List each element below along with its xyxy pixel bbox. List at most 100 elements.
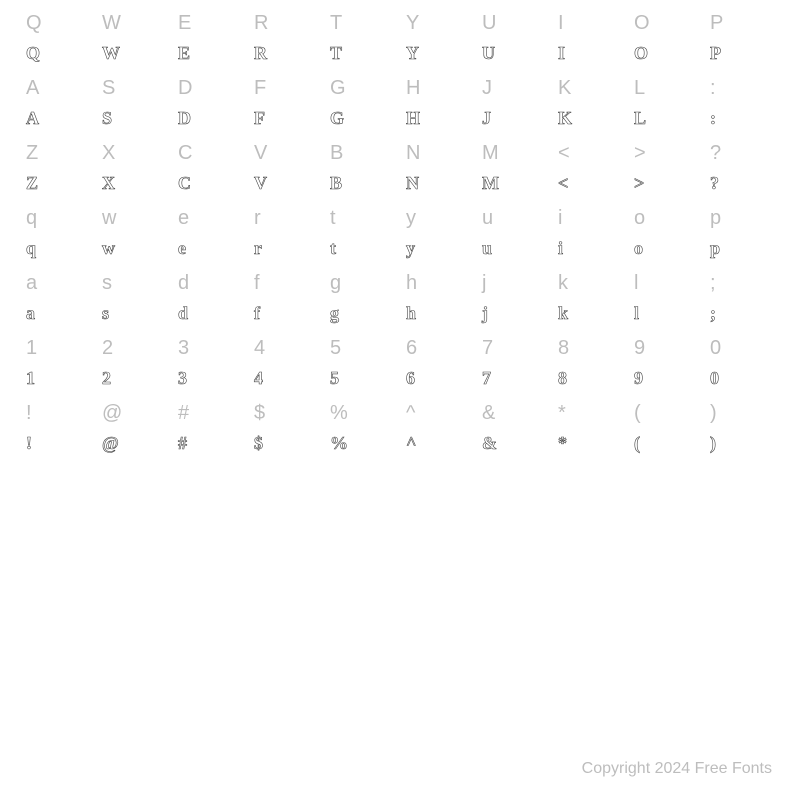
label-cell: 9 — [628, 333, 704, 363]
glyph-cell: L — [628, 103, 704, 133]
glyph-cell: D — [172, 103, 248, 133]
font-glyph: g — [330, 303, 339, 324]
font-glyph: K — [558, 108, 572, 129]
keyboard-label: w — [102, 207, 116, 230]
glyph-cell: 7 — [476, 363, 552, 393]
label-cell: t — [324, 203, 400, 233]
label-cell: W — [96, 8, 172, 38]
keyboard-label: u — [482, 207, 493, 230]
label-cell: 2 — [96, 333, 172, 363]
font-glyph: : — [710, 108, 716, 129]
keyboard-label: e — [178, 207, 189, 230]
keyboard-label: y — [406, 207, 416, 230]
font-glyph: p — [710, 238, 720, 259]
keyboard-label: 2 — [102, 337, 113, 360]
label-cell: T — [324, 8, 400, 38]
label-cell: p — [704, 203, 780, 233]
font-glyph: 9 — [634, 368, 643, 389]
font-glyph: A — [26, 108, 39, 129]
keyboard-label: j — [482, 272, 486, 295]
font-glyph: P — [710, 43, 721, 64]
font-glyph: Y — [406, 43, 419, 64]
keyboard-label: a — [26, 272, 37, 295]
keyboard-label: I — [558, 12, 564, 35]
label-cell: A — [20, 73, 96, 103]
font-glyph: X — [102, 173, 115, 194]
font-glyph: * — [558, 433, 567, 454]
label-cell: w — [96, 203, 172, 233]
glyph-cell: 3 — [172, 363, 248, 393]
font-glyph: i — [558, 238, 563, 259]
keyboard-label: 9 — [634, 337, 645, 360]
label-cell: > — [628, 138, 704, 168]
font-glyph: d — [178, 303, 188, 324]
font-glyph: ? — [710, 173, 719, 194]
keyboard-label: > — [634, 142, 646, 165]
label-cell: 0 — [704, 333, 780, 363]
glyph-cell: E — [172, 38, 248, 68]
label-cell: * — [552, 398, 628, 428]
glyph-cell: Q — [20, 38, 96, 68]
keyboard-label: d — [178, 272, 189, 295]
keyboard-label: l — [634, 272, 638, 295]
font-glyph: ^ — [406, 433, 416, 454]
glyph-cell: i — [552, 233, 628, 263]
label-cell: s — [96, 268, 172, 298]
glyph-cell: q — [20, 233, 96, 263]
keyboard-label: 5 — [330, 337, 341, 360]
keyboard-label: ( — [634, 402, 641, 425]
keyboard-label: J — [482, 77, 492, 100]
font-glyph: 7 — [482, 368, 491, 389]
font-glyph: 3 — [178, 368, 187, 389]
keyboard-label: E — [178, 12, 191, 35]
glyph-cell: # — [172, 428, 248, 458]
font-glyph: B — [330, 173, 342, 194]
keyboard-label: K — [558, 77, 571, 100]
glyph-cell: G — [324, 103, 400, 133]
label-cell: 6 — [400, 333, 476, 363]
glyph-cell: H — [400, 103, 476, 133]
label-cell: U — [476, 8, 552, 38]
keyboard-label: O — [634, 12, 650, 35]
glyph-cell: w — [96, 233, 172, 263]
font-glyph: q — [26, 238, 36, 259]
font-glyph: 5 — [330, 368, 339, 389]
label-cell: V — [248, 138, 324, 168]
label-cell: J — [476, 73, 552, 103]
keyboard-label: A — [26, 77, 39, 100]
font-glyph: ) — [710, 433, 716, 454]
glyph-cell: l — [628, 298, 704, 328]
label-cell: H — [400, 73, 476, 103]
glyph-cell: U — [476, 38, 552, 68]
glyph-cell: ( — [628, 428, 704, 458]
label-cell: D — [172, 73, 248, 103]
keyboard-label: W — [102, 12, 121, 35]
keyboard-label: g — [330, 272, 341, 295]
glyph-cell: B — [324, 168, 400, 198]
keyboard-label: F — [254, 77, 266, 100]
font-glyph: a — [26, 303, 35, 324]
font-glyph: @ — [102, 433, 119, 454]
keyboard-label: # — [178, 402, 189, 425]
font-glyph: M — [482, 173, 499, 194]
label-cell: ( — [628, 398, 704, 428]
keyboard-label: 7 — [482, 337, 493, 360]
label-cell: Q — [20, 8, 96, 38]
font-glyph: ; — [710, 303, 716, 324]
keyboard-label: V — [254, 142, 267, 165]
font-glyph: 2 — [102, 368, 111, 389]
font-glyph: f — [254, 303, 260, 324]
glyph-cell: a — [20, 298, 96, 328]
font-glyph: k — [558, 303, 568, 324]
font-glyph: Z — [26, 173, 38, 194]
font-glyph: Q — [26, 43, 40, 64]
label-cell: 7 — [476, 333, 552, 363]
label-cell: Y — [400, 8, 476, 38]
keyboard-label: B — [330, 142, 343, 165]
keyboard-label: : — [710, 77, 716, 100]
font-glyph: E — [178, 43, 190, 64]
glyph-cell: r — [248, 233, 324, 263]
font-glyph: % — [330, 433, 348, 454]
label-cell: ? — [704, 138, 780, 168]
glyph-cell: ! — [20, 428, 96, 458]
